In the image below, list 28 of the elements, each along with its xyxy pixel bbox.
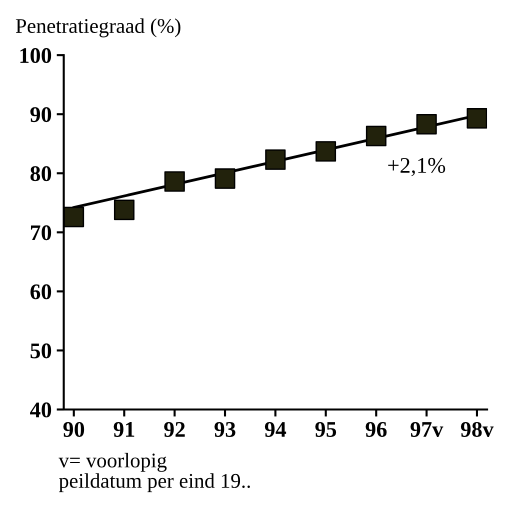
y-tick-label: 100 bbox=[20, 48, 52, 64]
point bbox=[64, 206, 84, 228]
point bbox=[466, 108, 488, 129]
x-tick-label: 90 bbox=[63, 422, 84, 437]
x-tick-label: 94 bbox=[264, 422, 286, 437]
annotation: +2,1% bbox=[388, 158, 446, 176]
point bbox=[265, 149, 286, 170]
text: v= voorlopig peildatum per eind 19.. bbox=[58, 452, 250, 492]
point bbox=[164, 171, 185, 192]
x-tick-label: 93 bbox=[214, 422, 236, 437]
x-tick-label: 91 bbox=[114, 422, 134, 437]
y-axis-title: Penetratiegraad (%) bbox=[16, 18, 180, 38]
point bbox=[416, 114, 437, 134]
y-tick-label: 70 bbox=[30, 225, 52, 240]
x-tick-label: 96 bbox=[366, 422, 387, 437]
point bbox=[114, 200, 134, 220]
y-tick-label: 60 bbox=[30, 284, 52, 300]
x-tick-label: 92 bbox=[164, 422, 185, 437]
x-tick-label: 97v bbox=[410, 422, 444, 437]
point bbox=[366, 126, 386, 146]
y-tick-label: 80 bbox=[30, 166, 52, 182]
x-tick-label: 95 bbox=[315, 422, 336, 437]
y-tick-label: 40 bbox=[30, 402, 52, 418]
x-tick-label: 98v bbox=[460, 422, 494, 437]
y-tick-label: 90 bbox=[30, 107, 52, 122]
point bbox=[214, 168, 236, 189]
point bbox=[316, 141, 336, 162]
y-tick-label: 50 bbox=[30, 343, 52, 358]
